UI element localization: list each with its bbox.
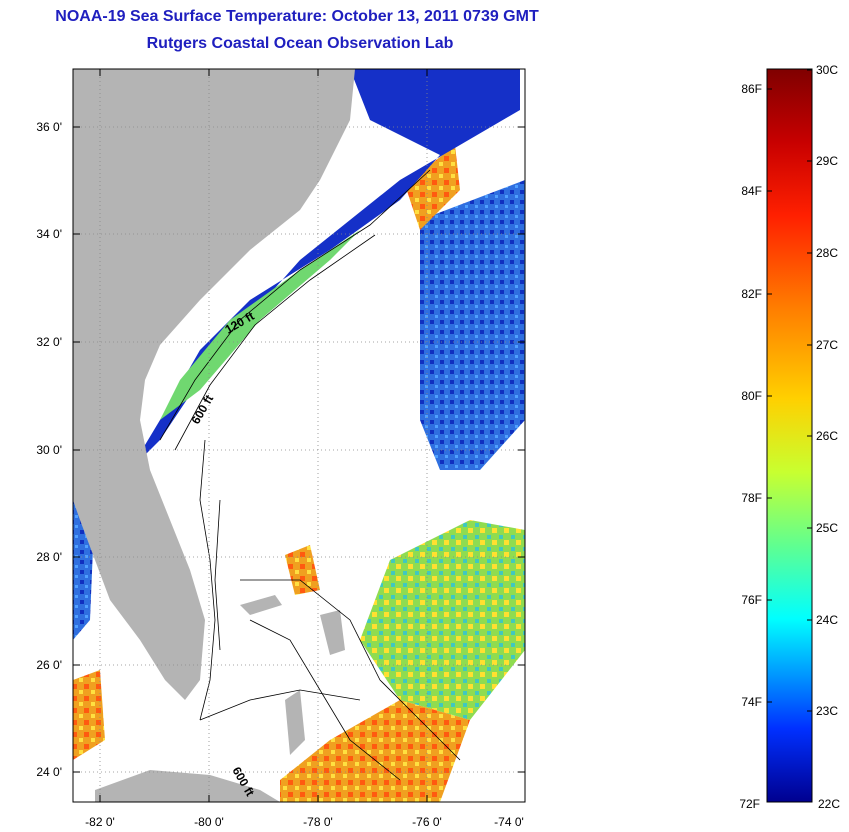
chart-title: NOAA-19 Sea Surface Temperature: October… bbox=[55, 8, 539, 25]
colorbar-c-22: 22C bbox=[818, 797, 840, 811]
colorbar-f-86: 86F bbox=[741, 82, 762, 96]
colorbar-f-78: 78F bbox=[741, 491, 762, 505]
lat-label-30: 30 0' bbox=[36, 443, 62, 457]
colorbar-ticks bbox=[767, 69, 812, 712]
map-frame bbox=[72, 68, 526, 803]
colorbar-c-25: 25C bbox=[816, 521, 838, 535]
sst-offshore-blue bbox=[420, 180, 525, 470]
lat-label-28: 28 0' bbox=[36, 550, 62, 564]
colorbar-c-26: 26C bbox=[816, 429, 838, 443]
sst-offshore-mixed bbox=[360, 520, 525, 720]
sst-coastal-green bbox=[160, 230, 360, 420]
sst-hatteras-warm bbox=[405, 145, 460, 230]
colorbar-c-28: 28C bbox=[816, 246, 838, 260]
land-southeast-us bbox=[73, 69, 355, 700]
colorbar-c-23: 23C bbox=[816, 704, 838, 718]
land-abaco bbox=[320, 610, 345, 655]
lat-label-36: 36 0' bbox=[36, 120, 62, 134]
colorbar-f-76: 76F bbox=[741, 593, 762, 607]
sst-bahamas-warm bbox=[285, 545, 320, 595]
colorbar-c-27: 27C bbox=[816, 338, 838, 352]
colorbar-f-84: 84F bbox=[741, 184, 762, 198]
colorbar bbox=[766, 68, 813, 803]
colorbar-f-80: 80F bbox=[741, 389, 762, 403]
map-panel: 120 ft 600 ft 600 ft bbox=[73, 69, 525, 802]
lat-label-24: 24 0' bbox=[36, 765, 62, 779]
map-tick-marks bbox=[73, 69, 525, 802]
colorbar-c-30: 30C bbox=[816, 63, 838, 77]
colorbar-f-74: 74F bbox=[741, 695, 762, 709]
lon-label-76: -76 0' bbox=[412, 815, 442, 829]
sst-coastal-blue bbox=[73, 69, 520, 470]
chart-subtitle: Rutgers Coastal Ocean Observation Lab bbox=[146, 35, 454, 52]
lat-label-34: 34 0' bbox=[36, 227, 62, 241]
lat-label-32: 32 0' bbox=[36, 335, 62, 349]
colorbar-f-82: 82F bbox=[741, 287, 762, 301]
land-cuba bbox=[95, 770, 280, 802]
sst-south-warm bbox=[280, 700, 470, 802]
lon-label-74: -74 0' bbox=[494, 815, 524, 829]
lat-label-26: 26 0' bbox=[36, 658, 62, 672]
colorbar-c-29: 29C bbox=[816, 154, 838, 168]
sst-cuba-warm bbox=[73, 670, 105, 760]
colorbar-f-72: 72F bbox=[739, 797, 760, 811]
bathymetry-contours bbox=[159, 169, 461, 781]
lon-label-78: -78 0' bbox=[303, 815, 333, 829]
map-gridlines bbox=[73, 69, 525, 802]
land-andros bbox=[285, 690, 305, 755]
colorbar-c-24: 24C bbox=[816, 613, 838, 627]
land-grand-bahama bbox=[240, 595, 282, 615]
lon-label-82: -82 0' bbox=[85, 815, 115, 829]
lon-label-80: -80 0' bbox=[194, 815, 224, 829]
